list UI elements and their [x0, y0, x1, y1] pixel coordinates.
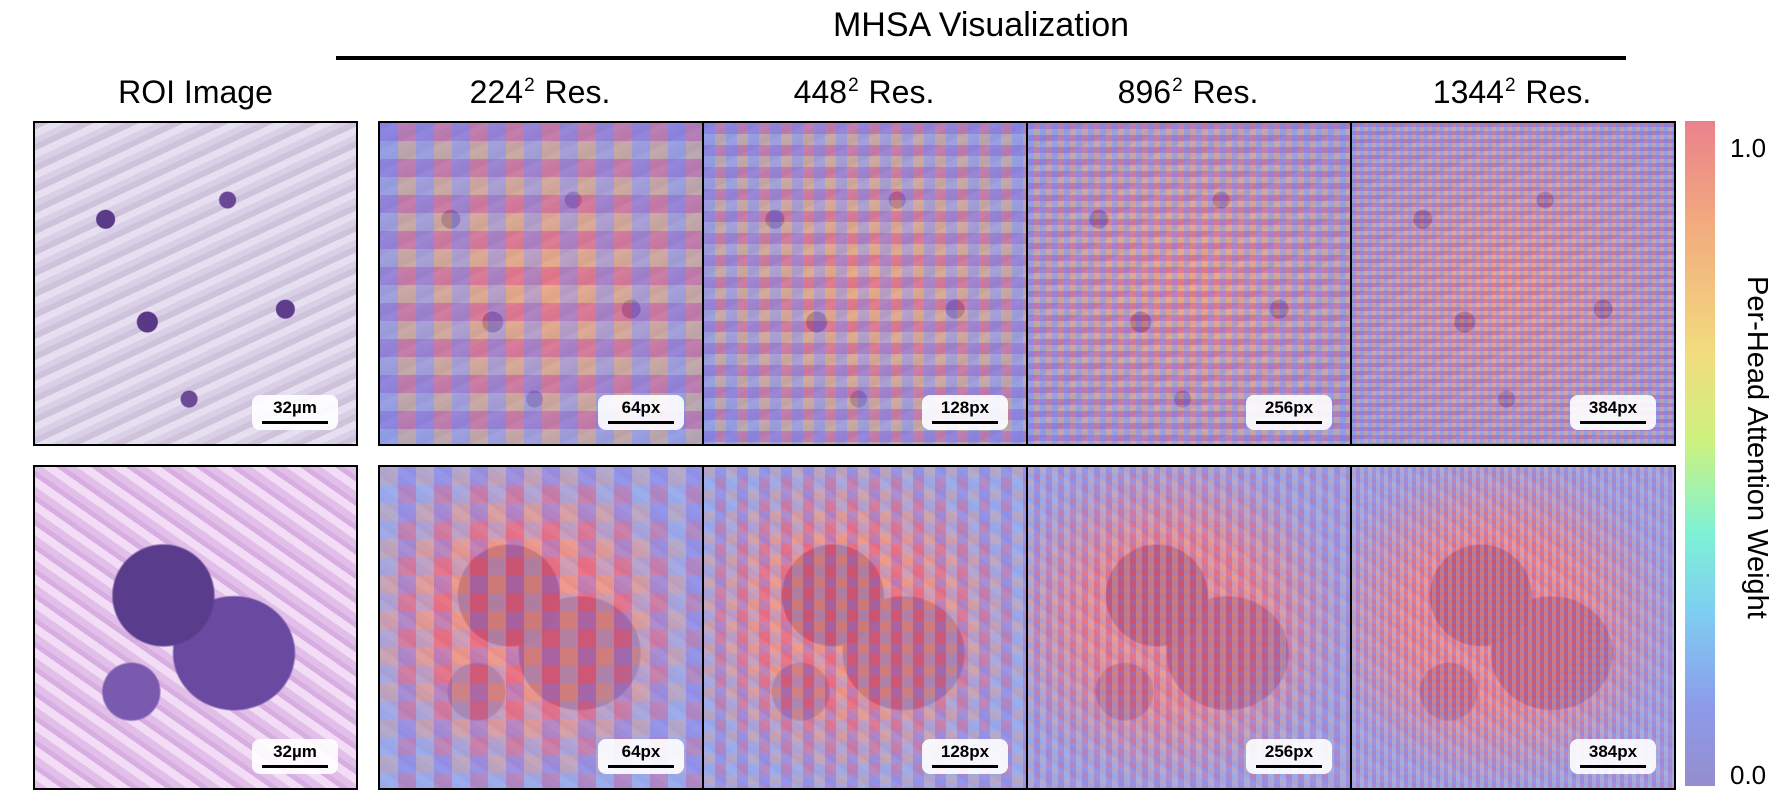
- scale-bar: 64px: [598, 739, 684, 774]
- scale-line: [1256, 421, 1322, 424]
- heatmap-wash: [380, 123, 702, 444]
- scale-bar: 32µm: [252, 739, 338, 774]
- scale-label: 256px: [1264, 742, 1314, 761]
- heatmap-wash: [704, 467, 1026, 788]
- scale-label: 128px: [940, 398, 990, 417]
- attention-map-1344: 384px: [1350, 467, 1674, 788]
- scale-label: 256px: [1264, 398, 1314, 417]
- scale-line: [1256, 765, 1322, 768]
- scale-bar: 128px: [922, 739, 1008, 774]
- scale-label: 64px: [621, 398, 661, 417]
- attention-strip-2: 64px 128px 256px 384px: [378, 465, 1676, 790]
- attention-map-896: 256px: [1026, 123, 1350, 444]
- roi-image-2: 32µm: [33, 465, 358, 790]
- scale-bar: 384px: [1570, 395, 1656, 430]
- heatmap-overlay: [1352, 123, 1674, 444]
- heatmap-wash: [1028, 467, 1350, 788]
- colorbar-min-label: 0.0: [1730, 760, 1767, 790]
- roi-image-1: 32µm: [33, 121, 358, 446]
- scale-line: [932, 765, 998, 768]
- heatmap-wash: [1352, 467, 1674, 788]
- heatmap-wash: [1352, 123, 1674, 444]
- heatmap-wash: [704, 123, 1026, 444]
- colorbar-max-label: 1.0: [1730, 133, 1767, 163]
- attention-map-448: 128px: [702, 123, 1026, 444]
- attention-map-224: 64px: [380, 467, 702, 788]
- title-underline: [336, 56, 1626, 60]
- scale-label: 32µm: [273, 398, 317, 417]
- attention-map-896: 256px: [1026, 467, 1350, 788]
- scale-label: 384px: [1588, 398, 1638, 417]
- scale-line: [932, 421, 998, 424]
- attention-colorbar: [1685, 121, 1715, 786]
- column-header-896: 8962 Res.: [1117, 74, 1259, 110]
- scale-bar: 256px: [1246, 739, 1332, 774]
- scale-line: [608, 765, 674, 768]
- column-header-448: 4482 Res.: [793, 74, 935, 110]
- colorbar-title: Per-Head Attention Weight: [1741, 276, 1773, 619]
- attention-map-1344: 384px: [1350, 123, 1674, 444]
- roi-column-header: ROI Image: [118, 74, 273, 110]
- column-header-224: 2242 Res.: [469, 74, 611, 110]
- scale-bar: 32µm: [252, 395, 338, 430]
- attention-strip-1: 64px 128px 256px 384px: [378, 121, 1676, 446]
- scale-label: 64px: [621, 742, 661, 761]
- column-header-1344: 13442 Res.: [1432, 74, 1592, 110]
- heatmap-wash: [380, 467, 702, 788]
- heatmap-overlay: [1028, 123, 1350, 444]
- scale-line: [1580, 421, 1646, 424]
- scale-label: 128px: [940, 742, 990, 761]
- scale-line: [262, 421, 328, 424]
- scale-line: [262, 765, 328, 768]
- scale-label: 384px: [1588, 742, 1638, 761]
- attention-map-224: 64px: [380, 123, 702, 444]
- attention-map-448: 128px: [702, 467, 1026, 788]
- heatmap-wash: [1028, 123, 1350, 444]
- scale-bar: 64px: [598, 395, 684, 430]
- scale-bar: 128px: [922, 395, 1008, 430]
- scale-line: [1580, 765, 1646, 768]
- scale-label: 32µm: [273, 742, 317, 761]
- figure-title: MHSA Visualization: [832, 6, 1130, 44]
- heatmap-overlay: [380, 123, 702, 444]
- scale-bar: 384px: [1570, 739, 1656, 774]
- scale-bar: 256px: [1246, 395, 1332, 430]
- scale-line: [608, 421, 674, 424]
- heatmap-overlay: [704, 123, 1026, 444]
